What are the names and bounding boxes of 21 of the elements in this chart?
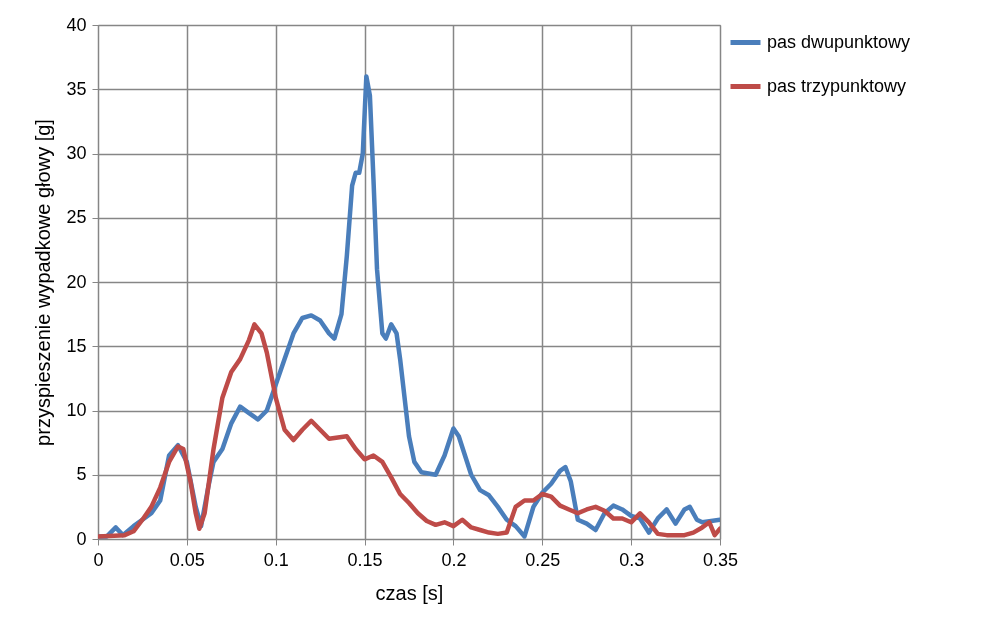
y-axis-title: przyspieszenie wypadkowe głowy [g]: [32, 119, 55, 446]
x-tick-label: 0.2: [441, 549, 467, 570]
y-tick-label: 0: [76, 528, 87, 549]
x-tick-label: 0.3: [619, 549, 645, 570]
legend-label: pas trzypunktowy: [767, 75, 907, 96]
x-tick-label: 0.05: [169, 549, 205, 570]
x-tick-label: 0.35: [702, 549, 739, 570]
x-tick-label: 0.1: [263, 549, 289, 570]
x-tick-label: 0.25: [525, 549, 561, 570]
y-tick-label: 35: [66, 78, 87, 99]
legend-label: pas dwupunktowy: [767, 31, 911, 52]
x-axis-title: czas [s]: [375, 581, 444, 604]
x-tick-label: 0: [93, 549, 104, 570]
y-tick-label: 10: [66, 400, 87, 420]
y-tick-label: 5: [76, 464, 87, 485]
y-tick-label: 40: [66, 14, 87, 35]
y-tick-label: 30: [66, 143, 87, 163]
y-tick-label: 25: [66, 207, 87, 228]
x-tick-label: 0.15: [347, 549, 383, 570]
y-tick-label: 20: [66, 271, 87, 292]
y-tick-label: 15: [66, 335, 87, 356]
